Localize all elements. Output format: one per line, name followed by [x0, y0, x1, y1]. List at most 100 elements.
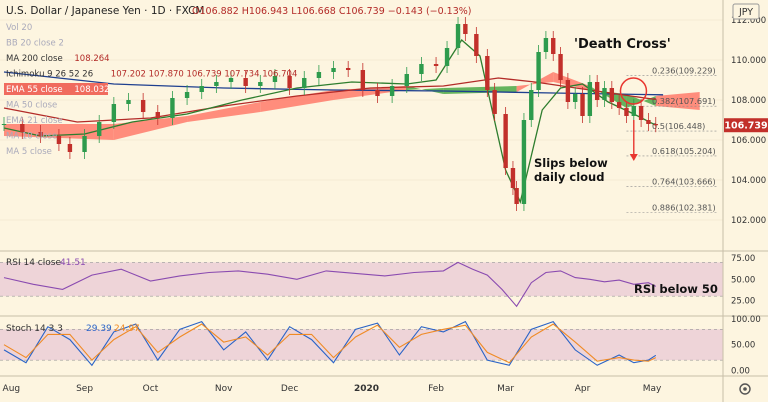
rsi-annotation: RSI below 50: [634, 282, 718, 296]
rsi-y-axis[interactable]: 25.00 50.00 75.00: [731, 254, 755, 306]
rsi-tick-label: 75.00: [731, 254, 755, 264]
candle-body: [455, 24, 461, 48]
price-tick-label: 108.000: [731, 96, 766, 106]
candle-body: [551, 38, 556, 54]
ichimoku-cloud-segment: [187, 102, 261, 122]
indicator-legend-row[interactable]: BB 20 close 2: [6, 39, 64, 49]
fib-level-label: 0.886(102.381): [652, 202, 716, 212]
gear-icon[interactable]: [739, 383, 751, 395]
rsi-line: [3, 261, 657, 308]
death-cross-marker: [619, 77, 648, 105]
indicator-legend-label: EMA 55 close: [6, 85, 63, 95]
indicator-legend-row[interactable]: Vol 20: [6, 23, 32, 33]
indicator-legend-label: MA 50 close: [6, 101, 57, 111]
rsi-legend-value: 41.51: [60, 258, 86, 268]
candle-body: [514, 188, 519, 204]
candle-body: [624, 108, 629, 116]
candle-body: [389, 86, 395, 96]
fib-level-label: 0.382(107.691): [652, 96, 716, 106]
price-tick-label: 112.000: [731, 16, 766, 26]
rsi-panel[interactable]: [0, 261, 723, 308]
indicator-legend-row[interactable]: Ichimoku 9 26 52 26 107.202 107.870 106.7…: [6, 70, 297, 80]
stoch-panel[interactable]: [0, 320, 723, 367]
candle-body: [287, 76, 292, 88]
candle-body: [646, 120, 651, 124]
candle-body: [536, 52, 541, 90]
fib-level-label: 0.236(109.229): [652, 65, 716, 75]
indicator-legend-label: Vol 20: [6, 23, 32, 33]
indicator-legend-row[interactable]: MA 5 close: [6, 147, 52, 157]
candle-body: [126, 100, 131, 104]
cloud-note-line-1: Slips below: [534, 156, 608, 170]
indicator-legend[interactable]: Vol 20 BB 20 close 2 MA 200 close 108.264 Ic…: [4, 23, 297, 157]
indicator-legend-row-bg: [4, 83, 108, 95]
candle-body: [316, 72, 322, 78]
fib-level-label: 0.764(103.666): [652, 177, 716, 187]
stoch-legend-label: Stoch 14 3 3: [6, 324, 63, 334]
last-price-tag[interactable]: 106.739: [724, 118, 768, 133]
stoch-tick-label: 50.00: [731, 341, 755, 351]
candle-body: [56, 136, 62, 144]
ichimoku-cloud-segment: [113, 116, 188, 140]
fib-level-label: 0.5(106.448): [652, 121, 705, 131]
candle-body: [140, 100, 146, 112]
ichimoku-cloud-segment: [655, 92, 700, 110]
last-price-value: 106.739: [724, 121, 767, 132]
indicator-legend-row[interactable]: MA 200 close 108.264: [6, 54, 110, 64]
candle-body: [510, 168, 516, 188]
candle-body: [503, 114, 508, 168]
time-tick-label: May: [643, 384, 662, 394]
candle-body: [243, 78, 248, 86]
candle-body: [492, 90, 497, 114]
indicator-legend-row[interactable]: EMA 21 close: [6, 116, 63, 126]
rsi-legend-label: RSI 14 close: [6, 258, 61, 268]
time-tick-label: Mar: [497, 384, 514, 394]
indicator-legend-values: 107.202 107.870 106.739 107.734 106.704: [111, 70, 298, 80]
indicator-legend-row[interactable]: MA 10 close: [6, 132, 57, 142]
candle-body: [38, 132, 43, 136]
fib-level-label: 0.618(105.204): [652, 146, 716, 156]
price-y-axis[interactable]: 102.000 104.000 106.000 108.000 110.000 112.0…: [731, 16, 766, 226]
indicator-legend-row[interactable]: EMA 55 close 108.032: [4, 83, 110, 95]
time-tick-label: 2020: [354, 384, 379, 394]
rsi-tick-label: 25.00: [731, 296, 755, 306]
candle-body: [375, 90, 380, 96]
candle-body: [521, 120, 527, 204]
last-price-tag-bg: [724, 118, 768, 133]
candle-body: [543, 38, 549, 52]
moving-average-line: [3, 71, 664, 96]
candle-body: [302, 78, 307, 88]
time-tick-label: Aug: [3, 384, 21, 394]
candle-body: [272, 76, 278, 82]
candle-body: [565, 80, 571, 102]
stoch-y-axis[interactable]: 0.00 50.00 100.00: [731, 315, 761, 376]
candle-body: [638, 106, 644, 120]
indicator-legend-label: MA 200 close: [6, 54, 63, 64]
death-cross-annotation: 'Death Cross': [574, 37, 671, 52]
stoch-line: [3, 320, 657, 367]
candle-body: [485, 56, 490, 90]
time-tick-label: Nov: [215, 384, 233, 394]
indicator-legend-label: Ichimoku 9 26 52 26: [6, 70, 93, 80]
stoch-legend-d: 24.97: [114, 324, 140, 334]
candle-body: [331, 68, 336, 72]
candle-body: [404, 74, 409, 86]
indicator-legend-values: 108.032: [74, 85, 109, 95]
currency-badge[interactable]: [732, 3, 760, 20]
price-panel[interactable]: 0.236(109.229) 0.382(107.691) 0.5(106.448)…: [0, 17, 723, 221]
candle-body: [653, 124, 658, 126]
stoch-band: [0, 329, 723, 361]
candle-body: [360, 70, 366, 90]
candle-body: [155, 112, 160, 118]
indicator-legend-label: BB 20 close 2: [6, 39, 64, 49]
candle-body: [345, 68, 351, 70]
candle-body: [258, 82, 263, 86]
candle-body: [594, 82, 600, 100]
time-tick-label: Apr: [575, 384, 591, 394]
indicator-legend-row[interactable]: MA 50 close: [6, 101, 57, 111]
time-tick-label: Oct: [143, 384, 159, 394]
candle-body: [587, 82, 593, 116]
candle-body: [558, 54, 563, 80]
time-x-axis[interactable]: Aug Sep Oct Nov Dec 2020 Feb Mar Apr May: [3, 384, 663, 394]
